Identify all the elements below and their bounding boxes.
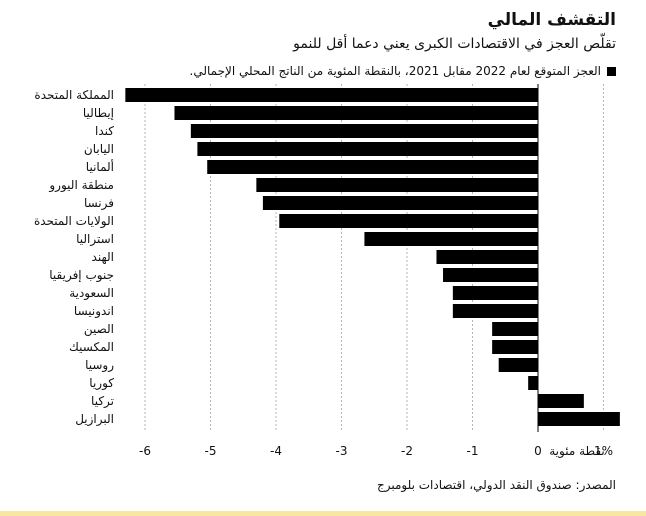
bar-8: [364, 232, 538, 246]
bar-17: [538, 394, 584, 408]
bar-11: [452, 286, 538, 300]
bar-10: [443, 268, 538, 282]
category-label-6: فرنسا: [84, 196, 114, 211]
chart-header: التقشف المالي تقلّص العجز في الاقتصادات …: [293, 8, 616, 54]
category-label-2: كندا: [95, 124, 114, 138]
category-label-18: البرازيل: [75, 412, 114, 427]
category-label-4: ألمانيا: [86, 159, 114, 174]
bar-13: [492, 322, 538, 336]
legend: العجز المتوقع لعام 2022 مقابل 2021، بالن…: [190, 64, 616, 78]
bar-2: [190, 124, 538, 138]
x-tick-label-4: -2: [401, 444, 413, 458]
chart-subtitle: تقلّص العجز في الاقتصادات الكبرى يعني دع…: [293, 36, 616, 52]
x-tick-label-5: -1: [467, 444, 479, 458]
bar-chart: المملكة المتحدة إيطاليا كندا اليابان ألمانيا…: [34, 84, 620, 459]
x-tick-label-7: 1%: [594, 444, 613, 458]
x-tick-label-3: -3: [336, 444, 348, 458]
x-tick-label-6: 0: [534, 444, 542, 458]
bar-16: [528, 376, 538, 390]
bar-9: [436, 250, 538, 264]
category-label-16: كوريا: [89, 376, 114, 391]
x-tick-label-0: -6: [139, 444, 151, 458]
legend-label: العجز المتوقع لعام 2022 مقابل 2021، بالن…: [189, 64, 601, 78]
category-label-1: إيطاليا: [83, 106, 114, 120]
bar-15: [498, 358, 538, 372]
bar-12: [452, 304, 538, 318]
category-label-15: روسيا: [85, 358, 114, 373]
category-label-10: جنوب إفريقيا: [49, 268, 114, 283]
bar-3: [197, 142, 538, 156]
bar-5: [256, 178, 538, 192]
bar-14: [492, 340, 538, 354]
category-label-11: السعودية: [69, 286, 114, 301]
category-label-13: الصين: [84, 322, 114, 337]
category-label-9: الهند: [92, 250, 114, 264]
bar-6: [262, 196, 538, 210]
category-label-17: تركيا: [91, 394, 114, 409]
category-label-3: اليابان: [84, 142, 114, 156]
source-note: المصدر: صندوق النقد الدولي، اقتصادات بلو…: [376, 478, 616, 492]
bar-18: [538, 412, 620, 426]
chart-title: التقشف المالي: [487, 10, 616, 30]
x-tick-label-2: -4: [270, 444, 282, 458]
x-axis-unit-label: نقطة مئوية: [549, 444, 605, 459]
legend-swatch: [607, 66, 616, 76]
bar-1: [174, 106, 538, 120]
category-label-0: المملكة المتحدة: [34, 88, 114, 102]
footer-accent-bar: [0, 511, 646, 516]
category-label-7: الولايات المتحدة: [34, 214, 114, 229]
bar-4: [207, 160, 538, 174]
x-tick-label-1: -5: [205, 444, 217, 458]
category-label-5: منطقة اليورو: [48, 178, 114, 193]
category-label-12: اندونيسا: [74, 304, 114, 319]
bar-7: [279, 214, 538, 228]
category-label-14: المكسيك: [69, 340, 114, 354]
category-label-8: استراليا: [76, 232, 114, 247]
bar-0: [125, 88, 538, 102]
